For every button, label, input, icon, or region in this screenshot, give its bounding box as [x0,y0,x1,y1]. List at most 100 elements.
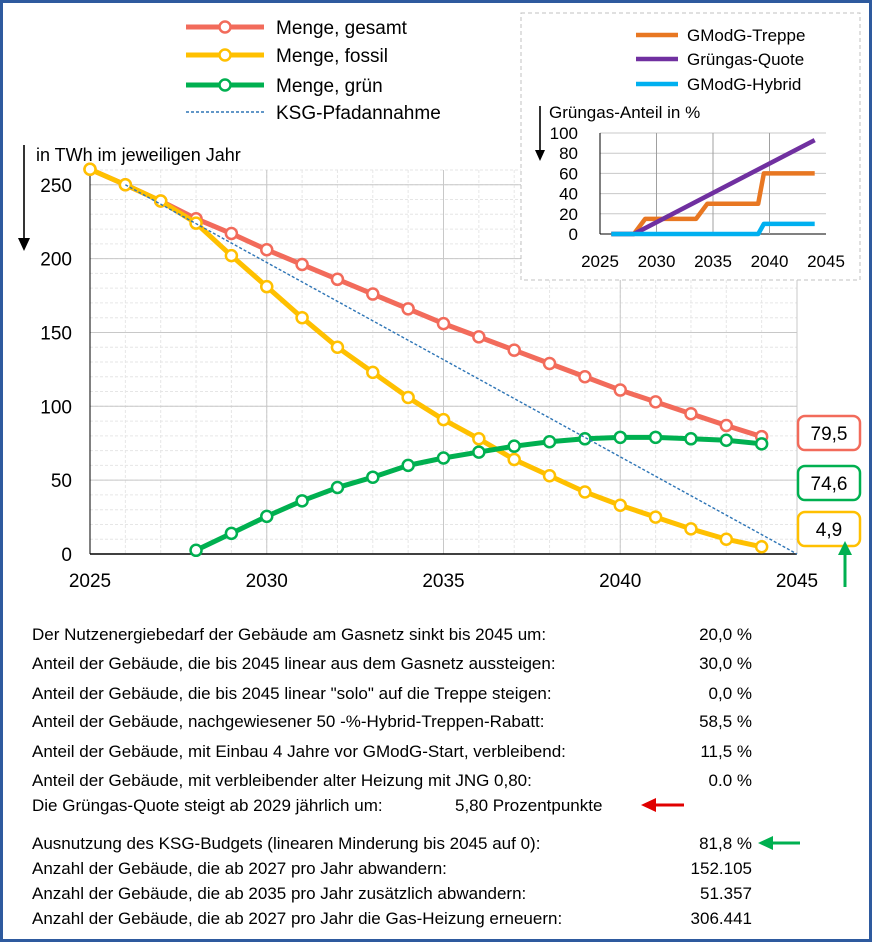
inset-x-tick-label: 2040 [751,252,789,271]
callout-box [796,414,862,452]
series-point [542,468,557,483]
series-point [472,330,486,344]
quota-row-label: Die Grüngas-Quote steigt ab 2029 jährlic… [32,796,383,815]
series-point [260,279,274,294]
info-row-value: 30,0 % [699,654,752,673]
callout-box [796,464,862,502]
series-point [507,439,521,453]
up-arrow-head [838,541,852,555]
info-row-value: 58,5 % [699,712,752,731]
series-point [366,287,380,301]
info-row-label: Anteil der Gebäude, mit verbleibender al… [32,771,532,790]
series-point [330,340,345,354]
y-axis-label: in TWh im jeweiligen Jahr [36,145,241,165]
series-point [754,437,769,451]
main-chart-grid [89,169,798,554]
inset-x-tick-label: 2025 [581,252,619,271]
series-point [719,532,734,546]
inset-legend-label: GModG-Hybrid [687,75,801,94]
quota-row-value: 5,80 Prozentpunkte [455,796,603,815]
callout-value: 74,6 [811,474,848,495]
legend-marker [218,20,232,34]
inset-y-tick-label: 80 [559,144,578,163]
main-chart-series [83,162,798,558]
series-point [613,383,627,397]
series-point [260,509,274,524]
series-point [260,243,274,257]
budget-row-label: Anzahl der Gebäude, die ab 2027 pro Jahr… [32,859,447,878]
series-point [719,433,734,448]
y-tick-label: 50 [51,471,72,492]
series-point [436,451,451,465]
series-point [613,430,627,445]
series-point [507,343,521,357]
y-tick-label: 200 [40,250,72,271]
inset-y-axis-label: Grüngas-Anteil in % [549,103,700,122]
legend-marker [218,78,232,92]
series-point [507,452,521,467]
inset-y-tick-label: 100 [550,124,578,143]
series-point [684,406,698,421]
series-point [436,316,451,331]
series-point [472,432,486,446]
series-point [684,522,698,536]
x-tick-label: 2035 [422,571,464,592]
series-point [401,302,415,316]
inset-legend-label: GModG-Treppe [687,26,805,45]
series-point [224,226,239,241]
callout-box [796,510,862,548]
info-row-label: Anteil der Gebäude, mit Einbau 4 Jahre v… [32,742,566,761]
info-row-label: Anteil der Gebäude, die bis 2045 linear … [32,654,556,673]
info-row-label: Anteil der Gebäude, nachgewiesener 50 -%… [32,712,545,731]
value-callouts: 79,5 74,6 4,9 [796,414,862,587]
series-point [542,356,557,371]
y-axis-arrow-head [18,238,30,251]
series-point [189,543,203,558]
series-point [648,395,663,409]
series-point [153,194,168,208]
series-point [648,510,663,524]
series-point [436,412,451,427]
series-point [684,432,698,446]
budget-row-label: Anzahl der Gebäude, die ab 2035 pro Jahr… [32,884,527,903]
series-point [330,272,345,287]
inset-y-tick-label: 0 [569,225,578,244]
y-tick-label: 0 [61,545,72,566]
series-line-ksg [125,184,798,555]
budget-row-value: 306.441 [690,909,752,928]
budget-row-value: 81,8 % [699,834,752,853]
inset-series-gmodg-hybrid [611,221,815,237]
inset-y-tick-label: 60 [559,164,578,183]
series-point [366,365,380,380]
inset-x-tick-label: 2030 [638,252,676,271]
legend-label: Menge, grün [276,76,383,97]
x-tick-label: 2030 [246,571,288,592]
main-chart-legend: Menge, gesamt Menge, fossil Menge, grün KSG… [186,18,441,124]
series-point [578,370,592,384]
legend-label: KSG-Pfadannahme [276,103,441,124]
legend-label: Menge, gesamt [276,18,408,39]
series-point [613,498,627,513]
info-row-value: 0,0 % [708,684,752,703]
inset-legend-label: Grüngas-Quote [687,50,804,69]
x-tick-label: 2040 [599,571,641,592]
x-tick-label: 2045 [776,571,818,592]
series-point [578,485,592,499]
y-tick-label: 250 [40,176,72,197]
legend-marker [218,48,232,62]
series-point [295,310,309,325]
series-point [330,480,345,495]
series-point [83,162,97,177]
series-point [578,432,592,446]
series-point [295,494,309,508]
budget-row-value: 51.357 [700,884,752,903]
legend-label: Menge, fossil [276,46,388,67]
series-point [472,445,486,459]
inset-y-tick-label: 20 [559,205,578,224]
info-row-label: Der Nutzenergiebedarf der Gebäude am Gas… [32,625,547,644]
series-point [366,470,380,484]
budget-row-label: Anzahl der Gebäude, die ab 2027 pro Jahr… [32,909,563,928]
series-point [719,418,734,433]
